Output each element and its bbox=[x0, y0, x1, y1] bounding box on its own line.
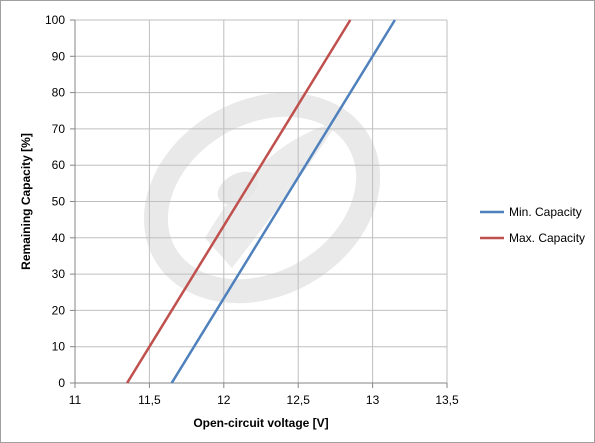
legend-label: Max. Capacity bbox=[509, 231, 585, 245]
y-tick-label: 100 bbox=[45, 13, 65, 27]
grid-lines bbox=[75, 19, 448, 383]
x-tick-label: 11,5 bbox=[138, 393, 161, 407]
plot-series bbox=[126, 19, 396, 384]
y-tick-label: 40 bbox=[52, 231, 66, 245]
legend-label: Min. Capacity bbox=[509, 205, 582, 219]
series-line-0 bbox=[170, 19, 396, 384]
y-tick-label: 20 bbox=[52, 303, 66, 317]
x-tick-label: 11 bbox=[69, 393, 82, 407]
y-tick-label: 60 bbox=[52, 158, 66, 172]
legend: Min. Capacity Max. Capacity bbox=[480, 205, 585, 245]
series-line-1 bbox=[126, 19, 352, 384]
x-tick-label: 13 bbox=[366, 393, 380, 407]
x-tick-label: 13,5 bbox=[435, 393, 459, 407]
y-tick-label: 30 bbox=[52, 267, 66, 281]
y-tick-label: 80 bbox=[52, 86, 66, 100]
x-tick-label: 12 bbox=[217, 393, 231, 407]
watermark-logo bbox=[143, 92, 381, 304]
x-axis-title: Open-circuit voltage [V] bbox=[193, 416, 328, 430]
y-tick-label: 0 bbox=[58, 376, 65, 390]
y-axis-title: Remaining Capacity [%] bbox=[19, 133, 33, 270]
tick-labels: 11 11,5 12 12,5 13 13,5 0 10 20 30 40 50 60 70 80 90 100 bbox=[45, 13, 459, 407]
y-tick-label: 10 bbox=[52, 340, 66, 354]
y-tick-label: 90 bbox=[52, 49, 66, 63]
y-tick-label: 50 bbox=[52, 195, 66, 209]
x-tick-label: 12,5 bbox=[287, 393, 311, 407]
axes bbox=[70, 19, 448, 388]
y-tick-label: 70 bbox=[52, 122, 66, 136]
